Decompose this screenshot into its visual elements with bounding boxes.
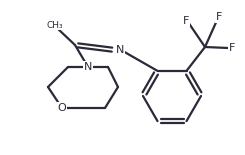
Text: O: O: [58, 103, 66, 113]
Text: F: F: [216, 12, 222, 22]
Text: F: F: [183, 16, 189, 26]
Text: CH₃: CH₃: [47, 20, 63, 29]
Text: N: N: [116, 45, 124, 55]
Text: F: F: [229, 43, 235, 53]
Text: N: N: [84, 62, 92, 72]
